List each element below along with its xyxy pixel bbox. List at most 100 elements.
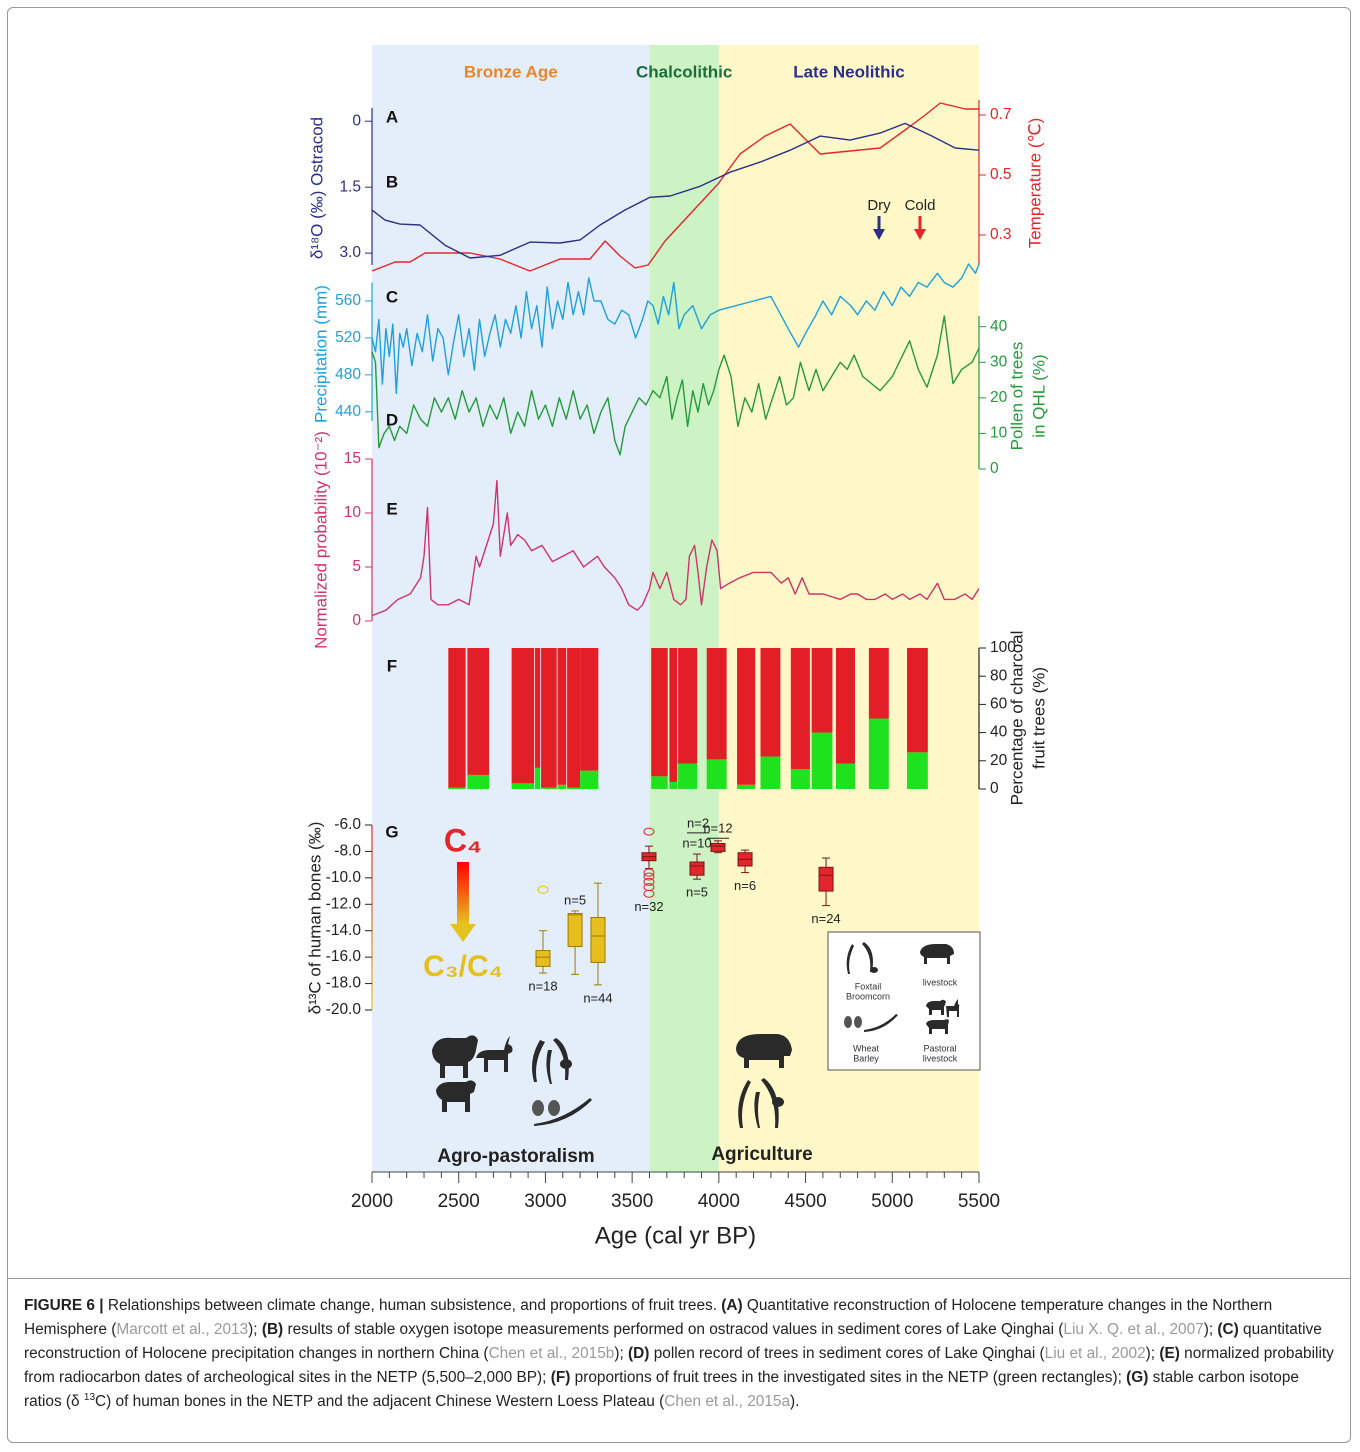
bar-segment — [836, 764, 855, 789]
icon-legend-label: Broomcorn — [846, 991, 890, 1001]
bar-segment — [678, 648, 697, 764]
caption-text: (B) — [262, 1321, 283, 1338]
y-axis-title: in QHL (%) — [1029, 354, 1048, 437]
box — [711, 844, 725, 852]
panel-letter: G — [385, 822, 398, 841]
panel-letter: C — [386, 287, 398, 306]
caption-text: FIGURE 6 | — [24, 1297, 104, 1314]
y-tick-label: 3.0 — [339, 244, 361, 261]
y-tick-label: -14.0 — [326, 922, 362, 939]
bar-segment — [669, 782, 677, 789]
sample-size: n=6 — [734, 878, 756, 893]
citation-link[interactable]: Marcott et al., 2013 — [116, 1321, 248, 1338]
y-tick-label: 60 — [990, 695, 1008, 712]
c3c4-label: C₃/C₄ — [423, 950, 503, 983]
sample-size: n=5 — [564, 892, 586, 907]
y-tick-label: 15 — [344, 450, 361, 467]
x-tick-label: 3500 — [611, 1191, 653, 1212]
panel-letter: F — [387, 656, 397, 675]
y-tick-label: 520 — [335, 329, 361, 346]
y-tick-label: 40 — [990, 318, 1008, 335]
caption-text: C) of human bones in the NETP and the ad… — [95, 1393, 664, 1410]
box — [591, 918, 605, 963]
icon-legend-label: livestock — [923, 977, 958, 987]
sample-size: n=32 — [634, 899, 663, 914]
bar-segment — [737, 785, 755, 789]
bar-segment — [651, 776, 667, 789]
bar-segment — [737, 648, 755, 785]
caption-text: (E) — [1159, 1345, 1180, 1362]
citation-link[interactable]: Chen et al., 2015a — [664, 1393, 790, 1410]
y-tick-label: -6.0 — [334, 816, 361, 833]
caption-text: results of stable oxygen isotope measure… — [283, 1321, 1063, 1338]
bar-segment — [558, 648, 567, 785]
y-tick-label: -16.0 — [326, 948, 362, 965]
bar-segment — [467, 775, 489, 789]
x-tick-label: 5000 — [871, 1191, 913, 1212]
sample-size: n=24 — [811, 911, 840, 926]
page: Bronze AgeChalcolithicLate Neolithic0.30… — [0, 0, 1360, 1452]
citation-link[interactable]: Chen et al., 2015b — [489, 1345, 615, 1362]
bar-segment — [541, 788, 557, 789]
icon-legend-label: Foxtail — [855, 981, 882, 991]
y-tick-label: 440 — [335, 403, 361, 420]
y-axis-title: Percentage of charcoal — [1007, 631, 1026, 806]
y-tick-label: 30 — [990, 353, 1008, 370]
y-tick-label: 80 — [990, 667, 1008, 684]
x-tick-label: 3000 — [524, 1191, 566, 1212]
caption-text: Relationships between climate change, hu… — [104, 1297, 722, 1314]
y-axis-title: Pollen of trees — [1007, 342, 1026, 451]
panel-letter: D — [386, 410, 398, 429]
y-tick-label: -8.0 — [334, 843, 361, 860]
y-tick-label: 1.5 — [339, 178, 361, 195]
icon-legend-label: Barley — [853, 1053, 879, 1063]
bar-segment — [812, 648, 833, 733]
y-tick-label: -20.0 — [326, 1001, 362, 1018]
caption-text: (A) — [721, 1297, 742, 1314]
y-tick-label: 0.3 — [990, 226, 1012, 243]
box — [690, 862, 704, 875]
x-tick-label: 2000 — [351, 1191, 393, 1212]
y-axis-title: δ¹⁸O (‰) Ostracod — [307, 117, 326, 259]
climate-label: Cold — [905, 197, 936, 214]
bar-segment — [869, 719, 889, 790]
caption-text: 13 — [84, 1392, 95, 1403]
bar-segment — [512, 783, 535, 789]
bar-segment — [541, 648, 557, 788]
panel-letter: A — [386, 107, 398, 126]
seed-icon — [560, 1059, 572, 1069]
era-label: Chalcolithic — [636, 62, 732, 81]
bar-segment — [812, 733, 833, 789]
y-tick-label: -10.0 — [326, 869, 362, 886]
caption-text: (C) — [1217, 1321, 1238, 1338]
y-tick-label: 40 — [990, 724, 1008, 741]
citation-link[interactable]: Liu et al., 2002 — [1045, 1345, 1146, 1362]
bar-segment — [707, 759, 727, 789]
y-axis-title: Normalized probability (10⁻²) — [311, 431, 330, 649]
sample-size: n=12 — [703, 821, 732, 836]
citation-link[interactable]: Liu X. Q. et al., 2007 — [1063, 1321, 1203, 1338]
caption-text: (F) — [551, 1369, 571, 1386]
subsistence-label: Agro-pastoralism — [437, 1146, 594, 1167]
x-tick-label: 4000 — [698, 1191, 740, 1212]
y-axis-title: fruit trees (%) — [1029, 667, 1048, 769]
bar-segment — [535, 648, 540, 768]
bar-segment — [907, 752, 928, 789]
caption-text: (G) — [1126, 1369, 1148, 1386]
y-tick-label: 0 — [352, 112, 361, 129]
bar-segment — [836, 648, 855, 764]
icon-legend-label: Wheat — [853, 1043, 880, 1053]
y-tick-label: 10 — [990, 425, 1008, 442]
seed-icon — [844, 1016, 852, 1028]
bar-segment — [760, 648, 780, 757]
seed-icon — [870, 967, 878, 973]
figure-caption: FIGURE 6 | Relationships between climate… — [24, 1294, 1336, 1414]
bar-segment — [535, 768, 540, 789]
caption-text: ); — [248, 1321, 262, 1338]
bar-segment — [869, 648, 889, 719]
seed-icon — [772, 1097, 784, 1107]
caption-text: ); — [614, 1345, 628, 1362]
y-tick-label: 10 — [344, 504, 362, 521]
y-tick-label: -12.0 — [326, 895, 362, 912]
y-tick-label: -18.0 — [326, 975, 362, 992]
